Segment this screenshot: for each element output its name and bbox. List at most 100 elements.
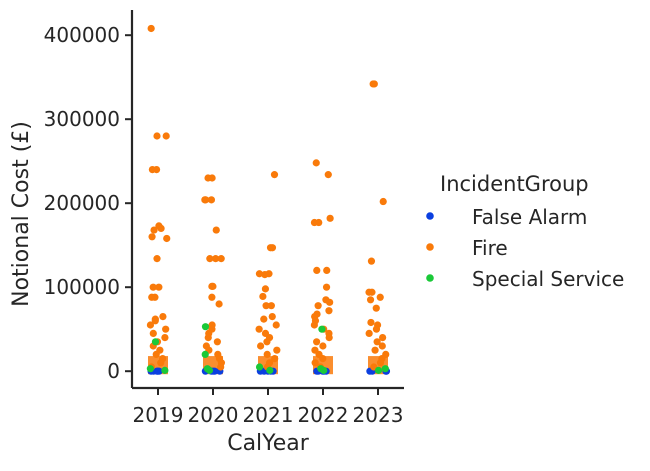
data-point-fire <box>255 270 264 278</box>
data-point-fire <box>272 321 280 329</box>
data-point-fire <box>152 166 161 174</box>
data-point-fire <box>366 296 375 304</box>
data-point-fire <box>326 214 334 222</box>
data-point-fire <box>157 224 165 232</box>
data-point-false-alarm <box>153 367 161 375</box>
x-tick-label: 2023 <box>353 403 404 427</box>
data-point-fire <box>379 334 387 342</box>
data-point-fire <box>325 334 333 342</box>
data-point-fire <box>266 244 275 252</box>
data-point-fire <box>313 338 321 346</box>
data-point-fire <box>257 342 265 350</box>
data-point-fire <box>157 359 165 367</box>
data-point-fire <box>152 350 160 358</box>
data-point-fire <box>150 226 158 234</box>
data-point-fire <box>153 132 161 140</box>
x-tick-label: 2021 <box>243 403 294 427</box>
data-point-fire <box>148 293 156 301</box>
data-point-fire <box>373 338 381 346</box>
data-point-fire <box>378 342 386 350</box>
data-point-fire <box>312 159 320 167</box>
x-tick-label: 2020 <box>188 403 239 427</box>
data-point-fire <box>372 325 381 333</box>
data-point-fire <box>311 359 319 367</box>
data-point-fire <box>215 300 223 308</box>
data-point-special-service <box>205 366 214 374</box>
data-point-fire <box>263 338 271 346</box>
legend-label-fire: Fire <box>472 236 508 260</box>
data-point-fire <box>313 266 321 274</box>
data-point-fire <box>273 346 281 354</box>
data-point-fire <box>268 313 276 321</box>
data-point-fire <box>372 304 380 312</box>
data-points-layer <box>146 24 391 375</box>
data-point-special-service <box>201 323 210 331</box>
x-tick-label: 2019 <box>133 403 184 427</box>
data-point-fire <box>365 288 373 296</box>
x-tick-label: 2022 <box>298 403 349 427</box>
data-point-fire <box>270 171 279 179</box>
legend-marker-false-alarm <box>426 212 434 220</box>
data-point-fire <box>147 24 155 33</box>
data-point-fire <box>149 283 157 291</box>
y-tick-label: 100000 <box>44 275 120 299</box>
data-point-fire <box>263 350 271 358</box>
data-point-fire <box>271 355 279 363</box>
data-point-fire <box>370 80 378 88</box>
data-point-fire <box>259 292 267 301</box>
data-point-fire <box>367 318 375 327</box>
data-point-fire <box>319 342 327 350</box>
data-point-fire <box>267 302 275 310</box>
data-point-fire <box>261 271 269 279</box>
data-point-fire <box>208 174 216 182</box>
data-point-fire <box>159 313 167 321</box>
legend-title: IncidentGroup <box>440 172 589 196</box>
data-point-fire <box>213 338 221 346</box>
data-point-special-service <box>374 366 383 374</box>
data-point-fire <box>148 233 156 241</box>
data-point-fire <box>326 298 334 306</box>
data-point-fire <box>208 293 216 301</box>
data-point-fire <box>212 255 220 263</box>
data-point-fire <box>323 266 331 274</box>
data-point-fire <box>255 325 263 333</box>
data-point-fire <box>260 315 268 323</box>
data-point-special-service <box>255 363 264 371</box>
data-point-fire <box>376 359 385 367</box>
data-point-fire <box>149 329 157 337</box>
data-point-fire <box>324 171 332 179</box>
data-point-special-service <box>161 366 169 374</box>
data-point-fire <box>365 329 373 337</box>
data-point-fire <box>217 255 225 263</box>
data-point-fire <box>209 282 217 290</box>
data-point-fire <box>201 196 209 204</box>
data-point-fire <box>162 325 170 333</box>
data-point-fire <box>162 132 170 140</box>
legend-marker-fire <box>426 243 434 251</box>
data-point-fire <box>319 355 327 363</box>
data-point-fire <box>325 307 333 315</box>
data-point-fire <box>217 363 225 371</box>
data-point-fire <box>206 255 214 263</box>
legend-label-false-alarm: False Alarm <box>472 205 587 229</box>
legend: IncidentGroup False Alarm Fire Special Ser… <box>426 172 624 291</box>
y-tick-label: 0 <box>107 359 120 383</box>
data-point-fire <box>367 257 376 265</box>
y-tick-label: 400000 <box>44 23 120 47</box>
data-point-fire <box>376 293 384 301</box>
data-point-fire <box>153 255 161 263</box>
data-point-special-service <box>151 338 160 346</box>
data-point-special-service <box>146 365 154 373</box>
data-point-fire <box>261 285 270 293</box>
data-point-fire <box>310 218 319 227</box>
data-point-fire <box>212 226 220 234</box>
y-axis-label: Notional Cost (£) <box>9 121 34 307</box>
data-point-fire <box>161 334 169 342</box>
data-point-fire <box>204 334 212 342</box>
y-tick-label: 300000 <box>44 107 120 131</box>
data-point-fire <box>314 302 322 310</box>
data-point-fire <box>146 321 155 329</box>
